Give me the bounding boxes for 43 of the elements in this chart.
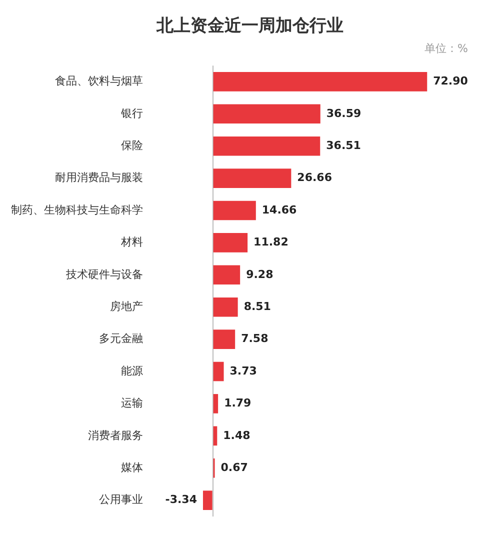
data-label: 26.66	[297, 171, 332, 184]
data-label: 3.73	[230, 364, 257, 378]
chart-title: 北上资金近一周加仓行业	[155, 15, 344, 38]
bar	[213, 330, 236, 349]
data-label: 8.51	[244, 300, 271, 313]
data-label: 0.67	[220, 460, 248, 474]
data-label: 1.48	[223, 428, 250, 442]
bar	[213, 297, 238, 317]
bar	[213, 104, 320, 124]
bar	[213, 394, 218, 414]
y-tick-label: 运输	[121, 396, 143, 410]
y-tick-label: 能源	[121, 364, 143, 378]
y-tick-label: 房地产	[110, 300, 143, 313]
y-tick-label: 材料	[120, 236, 143, 249]
bar	[213, 233, 248, 252]
bar	[213, 265, 240, 285]
bar	[213, 72, 428, 92]
data-label: 36.51	[326, 138, 361, 152]
data-label: 1.79	[224, 396, 252, 410]
data-label: -3.34	[165, 493, 198, 506]
y-tick-label: 食品、饮料与烟草	[55, 74, 143, 88]
bar	[213, 168, 292, 188]
y-tick-label: 保险	[121, 138, 143, 152]
data-label: 7.58	[241, 332, 268, 346]
text: 单位：%	[424, 41, 469, 56]
bar	[213, 362, 224, 382]
bar	[213, 426, 218, 446]
bar	[213, 136, 320, 156]
y-tick-label: 技术硬件与设备	[65, 268, 143, 281]
y-tick-label: 耐用消费品与服装	[55, 171, 143, 184]
data-label: 72.90	[433, 74, 468, 88]
y-tick-label: 公用事业	[99, 493, 143, 506]
bar	[213, 200, 256, 220]
y-tick-label: 制药、生物科技与生命科学	[11, 203, 143, 216]
data-label: 36.59	[326, 106, 362, 120]
y-tick-label: 银行	[120, 106, 143, 120]
data-label: 11.82	[254, 236, 288, 249]
data-label: 9.28	[246, 268, 274, 281]
y-tick-label: 消费者服务	[88, 428, 143, 442]
y-tick-label: 多元金融	[99, 332, 143, 346]
y-tick-label: 媒体	[121, 460, 143, 474]
bar	[202, 490, 212, 510]
data-label: 14.66	[262, 203, 298, 216]
